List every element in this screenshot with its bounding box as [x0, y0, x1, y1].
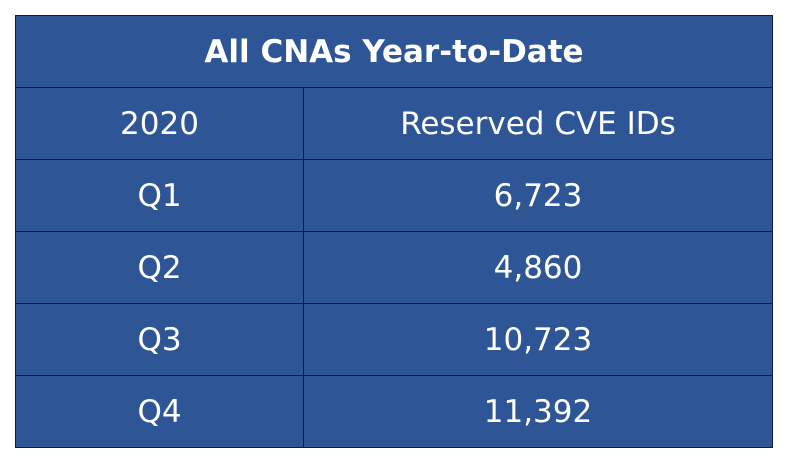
- cna-ytd-table: All CNAs Year-to-Date 2020 Reserved CVE …: [15, 15, 773, 448]
- quarter-cell: Q4: [15, 375, 304, 448]
- value-cell: 6,723: [303, 159, 773, 232]
- quarter-cell: Q2: [15, 231, 304, 304]
- table-row: Q1 6,723: [15, 159, 773, 232]
- quarter-cell: Q3: [15, 303, 304, 376]
- quarter-cell: Q1: [15, 159, 304, 232]
- table-title: All CNAs Year-to-Date: [15, 15, 773, 88]
- value-cell: 4,860: [303, 231, 773, 304]
- table-row: Q2 4,860: [15, 231, 773, 304]
- value-cell: 11,392: [303, 375, 773, 448]
- table-row: Q4 11,392: [15, 375, 773, 448]
- reserved-cve-ids-header: Reserved CVE IDs: [303, 87, 773, 160]
- title-row: All CNAs Year-to-Date: [15, 15, 773, 88]
- value-cell: 10,723: [303, 303, 773, 376]
- table-row: Q3 10,723: [15, 303, 773, 376]
- year-header: 2020: [15, 87, 304, 160]
- header-row: 2020 Reserved CVE IDs: [15, 87, 773, 160]
